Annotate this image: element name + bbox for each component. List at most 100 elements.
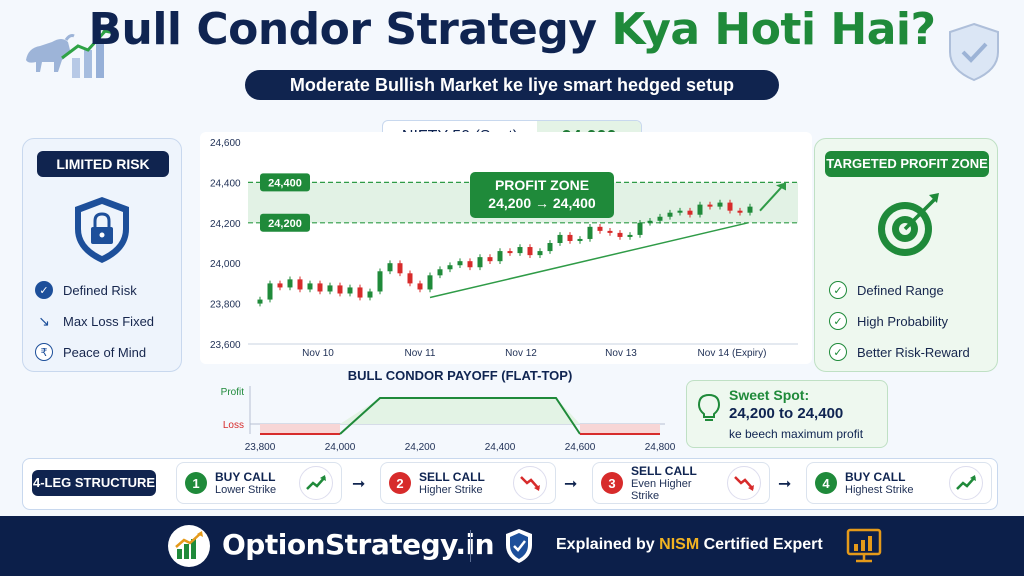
step-number: 1 [185,472,207,494]
candle [507,251,513,254]
candle [257,299,263,304]
list-item: ✓ Defined Range [829,279,993,301]
trend-up-icon [299,466,333,500]
candle [637,222,643,235]
list-item: ✓ Defined Risk [35,279,179,301]
candle [377,271,383,292]
candle [657,216,663,221]
candle [357,287,363,298]
trend-down-icon [727,466,761,500]
y-tick-label: 24,600 [210,138,241,149]
candle [327,285,333,292]
sweet-spot-range: 24,200 to 24,400 [729,405,844,422]
targeted-profit-heading: TARGETED PROFIT ZONE [825,151,989,177]
profit-area [340,398,580,424]
brand-logo-icon [168,525,210,567]
candle [627,234,633,237]
x-tick-label: Nov 14 (Expiry) [698,348,767,359]
targeted-profit-card: TARGETED PROFIT ZONE ✓ Defined Range ✓ Hig… [814,138,998,372]
candle [477,257,483,268]
list-item: ✓ Better Risk-Reward [829,341,993,363]
chart-background [200,132,812,364]
candle [717,202,723,207]
check-circle-icon: ✓ [829,312,847,330]
monitor-chart-icon [844,526,884,566]
candle [407,273,413,284]
candle [577,238,583,241]
step-number: 3 [601,472,623,494]
candle [587,226,593,239]
y-tick-label: 23,600 [210,340,241,351]
step-number: 4 [815,472,837,494]
payoff-x-tick: 24,600 [565,442,596,453]
lightbulb-icon [697,393,721,423]
candle [277,283,283,288]
arrow-right-icon: ➞ [352,476,366,493]
x-tick-label: Nov 10 [302,348,334,359]
y-tick-label: 23,800 [210,300,241,311]
payoff-x-tick: 24,400 [485,442,516,453]
candle [517,247,523,254]
y-tick-label: 24,000 [210,259,241,270]
step-title: SELL CALL [419,470,485,484]
trend-down-icon [513,466,547,500]
trend-line [429,222,749,299]
candle [397,263,403,274]
step-title: BUY CALL [215,470,276,484]
list-item: ✓ High Probability [829,310,993,332]
step-number: 2 [389,472,411,494]
sweet-spot-note: ke beech maximum profit [729,427,864,441]
step-title: BUY CALL [845,470,906,484]
arrow-right-icon: ➞ [564,476,578,493]
step-sub: Highest Strike [845,484,914,496]
candle [747,206,753,213]
candle [667,212,673,217]
candle [677,210,683,213]
upper-strike-tag-bg [260,173,310,192]
profit-zone-label: PROFIT ZONE [494,177,590,193]
candle [457,261,463,266]
candle [617,232,623,237]
candle [547,243,553,252]
candle [347,287,353,294]
candle [297,279,303,290]
candle [527,247,533,256]
candle [287,279,293,288]
candle [467,261,473,268]
candle [367,291,373,298]
check-circle-icon: ✓ [829,343,847,361]
step-sub: Even Higher Strike [631,478,692,502]
candle [437,269,443,276]
candle [607,230,613,233]
loss-area-right [580,424,660,434]
payoff-x-tick: 24,200 [405,442,436,453]
candle [707,204,713,207]
page-title: Bull Condor Strategy Kya Hoti Hai? [88,4,936,55]
target-icon [873,189,945,261]
price-chart: 24,600 24,400 24,200 24,000 23,800 23,600 24,4… [200,132,812,364]
y-tick-label: 24,400 [210,178,241,189]
leg-step-4: 4 BUY CALL Highest Strike [806,462,992,504]
payoff-x-tick: 23,800 [245,442,276,453]
candle [317,283,323,292]
payoff-line-profit [339,397,581,435]
list-item: ₹ Peace of Mind [35,341,179,363]
bull-chart-icon [22,18,114,82]
x-tick-label: Nov 13 [605,348,637,359]
payoff-profit-label: Profit [221,387,245,398]
candle [497,251,503,262]
lower-strike-tag-bg [260,213,310,232]
candle [557,234,563,243]
x-tick-label: Nov 12 [505,348,537,359]
breakout-arrow-head [776,182,786,191]
loss-area-left [260,424,340,434]
leg-step-1: 1 BUY CALL Lower Strike [176,462,342,504]
leg-step-3: 3 SELL CALL Even Higher Strike [592,462,770,504]
y-tick-label: 24,200 [210,219,241,230]
list-item: ↘ Max Loss Fixed [35,310,179,332]
candle [427,275,433,290]
payoff-title: BULL CONDOR PAYOFF (FLAT-TOP) [347,368,573,383]
candle [447,265,453,270]
candle [387,263,393,272]
